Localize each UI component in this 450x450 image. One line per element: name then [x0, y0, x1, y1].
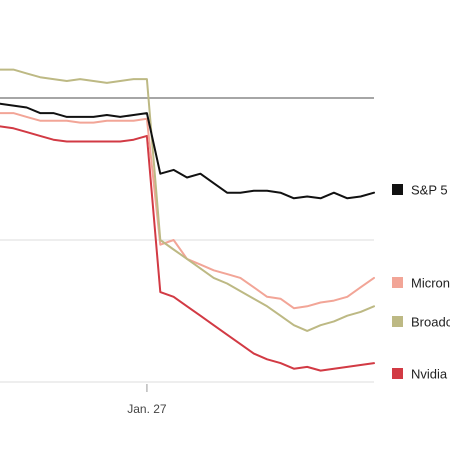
- legend-label: S&P 5: [411, 183, 448, 198]
- legend-swatch: [392, 184, 403, 195]
- legend-label: Nvidia: [411, 367, 448, 382]
- legend-swatch: [392, 368, 403, 379]
- legend: S&P 5 Micron Broadc Nvidia: [392, 183, 450, 382]
- series-line-micron: [0, 112, 375, 310]
- series-line-s-p-5: [0, 102, 375, 200]
- legend-swatch: [392, 277, 403, 288]
- series-lines: [0, 68, 375, 372]
- legend-swatch: [392, 316, 403, 327]
- legend-label: Broadc: [411, 315, 450, 330]
- legend-label: Micron: [411, 276, 450, 291]
- series-line-nvidia: [0, 125, 375, 372]
- x-tick-label: Jan. 27: [127, 402, 167, 416]
- gridlines: [0, 239, 374, 383]
- series-line-broadc: [0, 68, 375, 332]
- x-axis-ticks: Jan. 27: [127, 384, 167, 416]
